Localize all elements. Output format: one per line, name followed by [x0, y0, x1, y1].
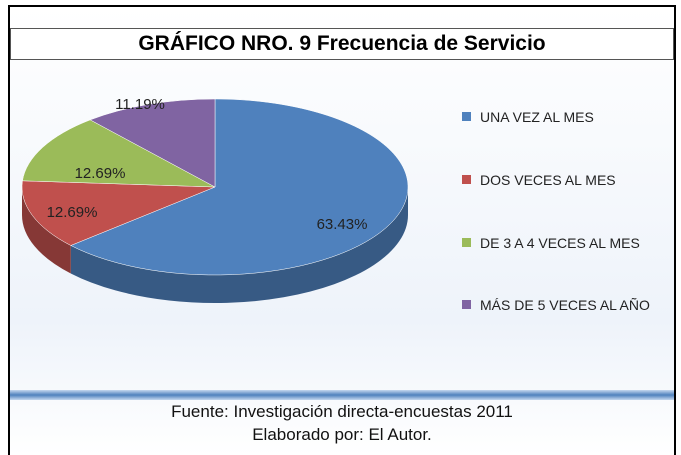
separator	[10, 390, 674, 400]
slice	[70, 98, 409, 276]
data-label: 11.19%	[115, 96, 165, 113]
slice-side	[70, 187, 408, 303]
data-label: 12.69%	[75, 165, 126, 182]
slice-side	[21, 187, 71, 274]
data-label: 12.69%	[47, 204, 98, 221]
slice	[22, 119, 216, 188]
legend-swatch	[462, 300, 471, 309]
legend-label: DE 3 A 4 VECES AL MES	[480, 235, 640, 251]
legend-swatch	[462, 238, 471, 247]
chart-title: GRÁFICO NRO. 9 Frecuencia de Servicio	[10, 28, 674, 60]
legend-item: UNA VEZ AL MES	[462, 105, 657, 129]
data-label: 63.43%	[317, 216, 368, 233]
legend-swatch	[462, 175, 471, 184]
legend-item: DOS VECES AL MES	[462, 168, 657, 192]
legend-item: MÁS DE 5 VECES AL AÑO	[462, 293, 657, 317]
legend-item: DE 3 A 4 VECES AL MES	[462, 231, 657, 255]
legend-label: UNA VEZ AL MES	[480, 109, 594, 125]
source: Fuente: Investigación directa-encuestas …	[171, 402, 513, 421]
legend-swatch	[462, 112, 471, 121]
legend-label: MÁS DE 5 VECES AL AÑO	[480, 297, 650, 313]
note: Elaborado por: El Autor.	[252, 425, 432, 444]
slice	[21, 180, 216, 246]
slice	[89, 98, 216, 188]
legend-label: DOS VECES AL MES	[480, 172, 616, 188]
